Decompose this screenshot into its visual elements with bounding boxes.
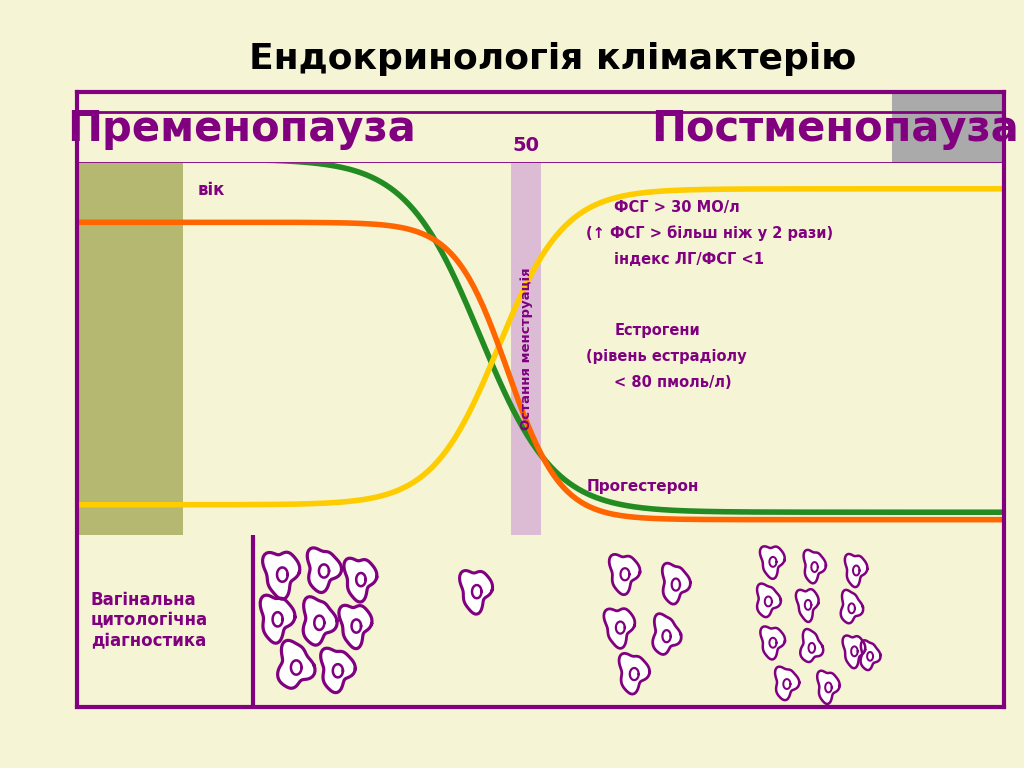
Bar	[77, 163, 183, 535]
Polygon shape	[278, 568, 288, 581]
Polygon shape	[351, 620, 361, 633]
Text: Прогестерон: Прогестерон	[587, 478, 698, 494]
Polygon shape	[260, 595, 295, 644]
Polygon shape	[825, 683, 831, 693]
Polygon shape	[783, 679, 791, 689]
Polygon shape	[811, 562, 818, 572]
Polygon shape	[321, 648, 355, 693]
Polygon shape	[845, 554, 867, 587]
Polygon shape	[356, 573, 366, 586]
Polygon shape	[841, 590, 863, 624]
Polygon shape	[805, 600, 811, 610]
Polygon shape	[621, 568, 630, 581]
Polygon shape	[620, 654, 649, 694]
Polygon shape	[804, 550, 826, 584]
Text: (↑ ФСГ > більш ніж у 2 рази): (↑ ФСГ > більш ніж у 2 рази)	[587, 226, 834, 241]
Polygon shape	[630, 668, 639, 680]
Polygon shape	[278, 641, 315, 688]
Polygon shape	[307, 548, 342, 592]
Polygon shape	[303, 597, 337, 645]
Text: Пременопауза: Пременопауза	[68, 108, 417, 150]
Text: Постменопауза: Постменопауза	[651, 108, 1019, 150]
Polygon shape	[609, 554, 640, 594]
Polygon shape	[652, 614, 681, 654]
Text: вік: вік	[198, 181, 224, 200]
Polygon shape	[757, 584, 781, 617]
Polygon shape	[796, 589, 818, 622]
Polygon shape	[809, 643, 815, 653]
Text: індекс ЛГ/ФСГ <1: індекс ЛГ/ФСГ <1	[614, 252, 764, 267]
Text: < 80 пмоль/л): < 80 пмоль/л)	[614, 375, 732, 389]
Polygon shape	[262, 552, 300, 599]
Text: ФСГ > 30 МО/л: ФСГ > 30 МО/л	[614, 200, 740, 215]
Text: 50: 50	[513, 136, 540, 154]
Polygon shape	[460, 571, 493, 614]
Polygon shape	[867, 652, 873, 660]
Polygon shape	[472, 585, 481, 598]
Polygon shape	[853, 565, 859, 575]
Text: (рівень естрадіолу: (рівень естрадіолу	[587, 349, 748, 363]
Polygon shape	[663, 563, 690, 604]
Bar	[511, 163, 541, 535]
Polygon shape	[663, 631, 671, 642]
Polygon shape	[769, 637, 776, 647]
Polygon shape	[339, 605, 372, 649]
Polygon shape	[843, 636, 865, 668]
Polygon shape	[333, 664, 343, 677]
Polygon shape	[344, 558, 377, 602]
Bar	[892, 92, 1004, 163]
Polygon shape	[769, 557, 776, 567]
Polygon shape	[817, 670, 840, 704]
Polygon shape	[291, 660, 302, 674]
Polygon shape	[615, 621, 625, 634]
Polygon shape	[860, 641, 881, 670]
Polygon shape	[761, 627, 785, 660]
Polygon shape	[604, 608, 635, 648]
Polygon shape	[765, 597, 772, 607]
Polygon shape	[851, 647, 858, 657]
Polygon shape	[314, 616, 325, 630]
Text: Остання менструація: Остання менструація	[520, 267, 532, 430]
Polygon shape	[318, 564, 329, 578]
Polygon shape	[775, 667, 800, 700]
Text: Вагінальна
цитологічна
діагностика: Вагінальна цитологічна діагностика	[91, 591, 208, 650]
Polygon shape	[672, 578, 680, 591]
Polygon shape	[800, 629, 823, 662]
Polygon shape	[760, 546, 784, 579]
Text: Ендокринологія клімактерію: Ендокринологія клімактерію	[249, 42, 857, 76]
Polygon shape	[849, 604, 855, 614]
Text: Естрогени: Естрогени	[614, 323, 700, 338]
Polygon shape	[272, 612, 283, 627]
